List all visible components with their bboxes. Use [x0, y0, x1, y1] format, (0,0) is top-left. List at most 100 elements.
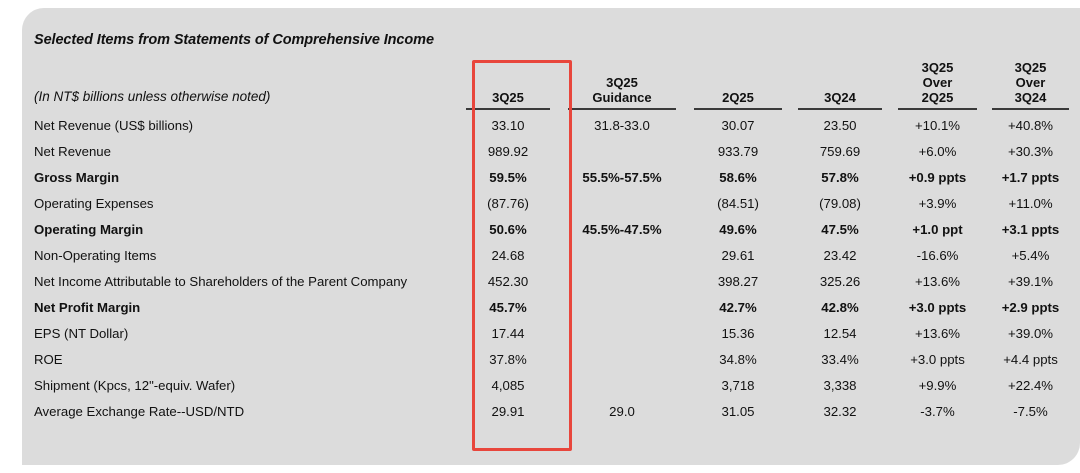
column-header-line: 3Q25	[921, 60, 954, 75]
row-label: Net Revenue	[34, 143, 111, 159]
column-header-underline	[466, 108, 550, 110]
row-label: EPS (NT Dollar)	[34, 325, 129, 341]
table-row: Net Revenue 989.92 933.79 759.69 +6.0% +30.3%	[30, 138, 1076, 164]
cell-q2_25: 933.79	[717, 143, 759, 159]
cell-q2_25: 3,718	[721, 377, 755, 393]
cell-q3_25_over_q3_24: +40.8%	[1007, 117, 1054, 133]
table-row: Average Exchange Rate--USD/NTD 29.91 29.0 3…	[30, 398, 1076, 424]
column-header-q3_25_over_q2_25: 3Q25 Over 2Q25	[890, 52, 985, 112]
financial-results-table: 3Q25 3Q25 Guidance 2Q25 3Q24 3Q25 Over 2Q25 3Q25…	[30, 52, 1076, 424]
row-label: Operating Margin	[34, 221, 144, 237]
cell-q3_25_over_q3_24: +1.7 ppts	[1001, 169, 1060, 185]
row-label: Net Revenue (US$ billions)	[34, 117, 194, 133]
column-header-line: Guidance	[592, 90, 652, 105]
table-row: Net Revenue (US$ billions) 33.10 31.8-33.0…	[30, 112, 1076, 138]
cell-q3_25: 4,085	[491, 377, 525, 393]
cell-q3_25_over_q3_24: +4.4 ppts	[1003, 351, 1058, 367]
cell-q3_25_guidance	[558, 346, 686, 372]
cell-q3_25: 37.8%	[489, 351, 527, 367]
column-header-underline	[992, 108, 1069, 110]
cell-q3_25_over_q3_24: +39.0%	[1007, 325, 1054, 341]
cell-q3_25_over_q2_25: +9.9%	[918, 377, 957, 393]
cell-q3_25_over_q2_25: +13.6%	[914, 273, 961, 289]
column-header-q3_25_guidance: 3Q25 Guidance	[558, 52, 686, 112]
cell-q3_25_over_q2_25: +13.6%	[914, 325, 961, 341]
row-label: Non-Operating Items	[34, 247, 157, 263]
cell-q2_25: 15.36	[721, 325, 755, 341]
row-label-header	[30, 52, 458, 112]
cell-q3_25_over_q3_24: +3.1 ppts	[1001, 221, 1060, 237]
cell-q3_25_over_q3_24: +22.4%	[1007, 377, 1054, 393]
column-header-q3_24: 3Q24	[790, 52, 890, 112]
column-header-underline	[798, 108, 882, 110]
cell-q3_25_guidance	[558, 320, 686, 346]
cell-q3_25_over_q2_25: -16.6%	[916, 247, 959, 263]
cell-q3_24: 759.69	[819, 143, 861, 159]
cell-q3_25_over_q3_24: +11.0%	[1008, 195, 1053, 211]
table-row: Operating Expenses (87.76) (84.51) (79.08) +…	[30, 190, 1076, 216]
column-header-line: Over	[1015, 75, 1046, 90]
cell-q3_25_over_q2_25: +1.0 ppt	[912, 221, 963, 237]
cell-q3_24: 3,338	[823, 377, 857, 393]
column-header-underline	[694, 108, 782, 110]
table-row: Net Profit Margin 45.7% 42.7% 42.8% +3.0 ppt…	[30, 294, 1076, 320]
row-label: Net Profit Margin	[34, 299, 141, 315]
cell-q3_25_over_q2_25: +10.1%	[914, 117, 961, 133]
cell-q3_25_over_q3_24: +5.4%	[1011, 247, 1050, 263]
cell-q3_25_guidance: 55.5%-57.5%	[582, 169, 662, 185]
table-row: Gross Margin 59.5% 55.5%-57.5% 58.6% 57.8% +0…	[30, 164, 1076, 190]
cell-q3_25_guidance	[558, 372, 686, 398]
row-label: Shipment (Kpcs, 12"-equiv. Wafer)	[34, 377, 236, 393]
cell-q3_25: 50.6%	[489, 221, 527, 237]
table-row: Non-Operating Items 24.68 29.61 23.42 -16.6%…	[30, 242, 1076, 268]
cell-q3_25: (87.76)	[487, 195, 529, 211]
column-header-line: 3Q25	[492, 90, 524, 105]
financial-summary-card: Selected Items from Statements of Compre…	[22, 8, 1080, 465]
cell-q3_25_over_q3_24: -7.5%	[1013, 403, 1048, 419]
cell-q3_24: 325.26	[819, 273, 861, 289]
cell-q3_25: 33.10	[491, 117, 525, 133]
column-header-line: 3Q24	[1014, 90, 1047, 105]
column-header-line: 3Q25	[606, 75, 638, 90]
cell-q3_25_over_q3_24: +2.9 ppts	[1001, 299, 1060, 315]
cell-q3_25_over_q2_25: +3.0 ppts	[908, 299, 967, 315]
cell-q3_25_over_q2_25: +3.9%	[918, 195, 957, 211]
row-label: Gross Margin	[34, 169, 120, 185]
column-header-q2_25: 2Q25	[686, 52, 790, 112]
cell-q3_25_over_q2_25: +6.0%	[918, 143, 957, 159]
column-header-underline	[568, 108, 676, 110]
cell-q2_25: 29.61	[721, 247, 755, 263]
cell-q2_25: 31.05	[721, 403, 755, 419]
cell-q3_25_over_q3_24: +39.1%	[1007, 273, 1054, 289]
cell-q3_25_guidance	[558, 294, 686, 320]
column-header-line: 3Q25	[1014, 60, 1047, 75]
column-header-q3_25_over_q3_24: 3Q25 Over 3Q24	[985, 52, 1076, 112]
row-label: Net Income Attributable to Shareholders …	[34, 273, 408, 289]
cell-q3_25_over_q2_25: +0.9 ppts	[908, 169, 967, 185]
row-label: ROE	[34, 351, 63, 367]
table-body: Net Revenue (US$ billions) 33.10 31.8-33.0…	[30, 112, 1076, 424]
cell-q3_25_over_q2_25: -3.7%	[920, 403, 955, 419]
row-label: Operating Expenses	[34, 195, 154, 211]
cell-q2_25: 58.6%	[719, 169, 757, 185]
table-row: EPS (NT Dollar) 17.44 15.36 12.54 +13.6% +39.…	[30, 320, 1076, 346]
cell-q3_24: 57.8%	[821, 169, 859, 185]
cell-q3_24: 23.50	[823, 117, 857, 133]
cell-q3_25_over_q2_25: +3.0 ppts	[910, 351, 965, 367]
page-title: Selected Items from Statements of Compre…	[34, 32, 434, 48]
table-row: ROE 37.8% 34.8% 33.4% +3.0 ppts +4.4 ppts	[30, 346, 1076, 372]
cell-q3_24: 12.54	[823, 325, 857, 341]
column-header-line: Over	[922, 75, 953, 90]
cell-q3_25: 29.91	[491, 403, 525, 419]
cell-q3_24: 32.32	[823, 403, 857, 419]
column-header-q3_25: 3Q25	[458, 52, 558, 112]
cell-q3_25_guidance	[558, 138, 686, 164]
cell-q3_25_over_q3_24: +30.3%	[1007, 143, 1054, 159]
column-header-line: 2Q25	[921, 90, 954, 105]
row-label: Average Exchange Rate--USD/NTD	[34, 403, 245, 419]
cell-q3_25: 452.30	[487, 273, 529, 289]
cell-q3_25: 24.68	[491, 247, 525, 263]
table-row: Shipment (Kpcs, 12"-equiv. Wafer) 4,085 3,…	[30, 372, 1076, 398]
cell-q3_24: 33.4%	[821, 351, 859, 367]
cell-q3_25: 17.44	[491, 325, 525, 341]
